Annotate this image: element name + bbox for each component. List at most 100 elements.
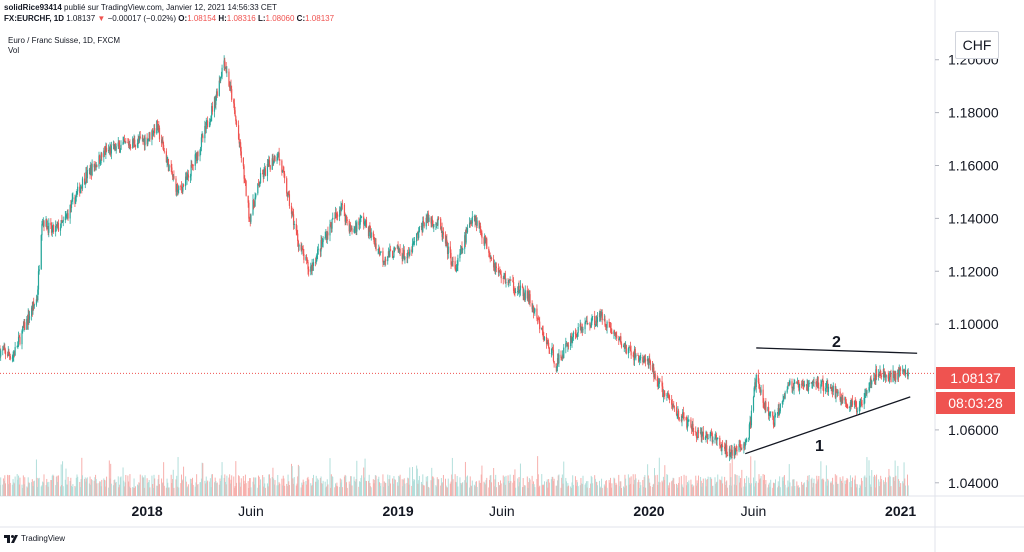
volume-bar — [603, 484, 605, 496]
candle-body — [695, 431, 697, 433]
candle-body — [726, 455, 728, 457]
volume-bar — [590, 475, 592, 496]
volume-bar — [590, 483, 592, 496]
candle-body — [888, 378, 890, 380]
candle-body — [127, 142, 130, 146]
tradingview-footer[interactable]: TradingView — [4, 534, 65, 543]
candle-body — [598, 312, 601, 318]
volume-bar — [850, 487, 852, 496]
candle-body — [321, 242, 324, 245]
volume-bar — [518, 477, 520, 496]
volume-bar — [546, 479, 548, 496]
volume-bar — [700, 480, 702, 496]
candle-body — [807, 383, 809, 391]
volume-bar — [378, 476, 380, 496]
volume-bar — [22, 475, 24, 496]
volume-bar — [438, 479, 440, 496]
volume-bar — [725, 481, 727, 496]
volume-bar — [181, 474, 182, 496]
volume-bar — [907, 474, 908, 496]
candle-body — [531, 302, 533, 310]
candle-body — [31, 307, 33, 317]
volume-bar — [94, 477, 96, 496]
volume-bar — [537, 456, 539, 496]
volume-bar — [447, 478, 449, 496]
candle-body — [432, 224, 434, 227]
candle-body — [339, 209, 341, 217]
volume-bar — [431, 476, 433, 496]
candle-body — [789, 381, 791, 385]
volume-bar — [871, 469, 873, 496]
volume-bar — [903, 462, 905, 496]
volume-bar — [247, 481, 249, 496]
candle-body — [345, 215, 347, 222]
candle-body — [369, 230, 372, 238]
volume-bar — [18, 475, 20, 496]
volume-bar — [325, 487, 327, 496]
candle-body — [142, 137, 144, 141]
candle-body — [71, 198, 73, 202]
candle-body — [62, 219, 64, 222]
volume-bar — [831, 483, 833, 496]
volume-bar — [719, 479, 721, 496]
volume-bar — [129, 474, 131, 496]
candle-body — [132, 138, 134, 148]
volume-bar — [826, 485, 828, 496]
last-price-tag: 1.08137 — [936, 367, 1015, 389]
currency-selector[interactable]: CHF — [955, 31, 999, 59]
volume-bar — [262, 475, 264, 496]
candle-body — [61, 220, 63, 223]
candle-body — [157, 124, 159, 131]
volume-bar — [500, 483, 502, 496]
volume-bar — [29, 483, 31, 496]
volume-bar — [377, 478, 379, 496]
volume-bar — [244, 474, 246, 496]
volume-bar — [767, 487, 769, 496]
candle-body — [431, 219, 434, 225]
candle-body — [782, 399, 784, 402]
candle-body — [98, 155, 100, 167]
volume-bar — [114, 479, 116, 496]
candle-body — [574, 332, 577, 334]
candle-body — [358, 221, 360, 225]
candle-body — [581, 326, 583, 331]
volume-bar — [899, 486, 901, 496]
volume-bar — [460, 482, 462, 496]
volume-bar — [65, 468, 67, 496]
candle-body — [815, 381, 817, 385]
candle-body — [190, 164, 192, 177]
candle-body — [66, 213, 68, 215]
candle-body — [339, 209, 341, 211]
candle-body — [882, 368, 885, 378]
volume-bar — [789, 482, 791, 496]
volume-bar — [82, 475, 83, 496]
volume-bar — [839, 477, 841, 496]
volume-bar — [775, 479, 776, 496]
candle-body — [816, 377, 819, 387]
volume-bar — [11, 484, 13, 496]
candle-body — [734, 447, 736, 455]
volume-bar — [461, 482, 463, 496]
volume-bar — [315, 481, 317, 496]
candle-body — [880, 370, 882, 376]
volume-bar — [570, 487, 572, 496]
candle-body — [714, 437, 716, 440]
volume-bar — [62, 486, 64, 496]
volume-bar — [796, 481, 798, 496]
volume-bar — [354, 481, 356, 496]
volume-bar — [175, 479, 177, 496]
candle-body — [632, 355, 634, 357]
ohlc-header: FX:EURCHF, 1D 1.08137 ▼ −0.00017 (−0.02%… — [4, 14, 334, 23]
candle-body — [123, 139, 125, 143]
volume-bar — [700, 476, 702, 496]
candle-body — [610, 328, 612, 332]
candle-body — [853, 401, 856, 405]
candle-body — [237, 125, 240, 139]
volume-bar — [557, 480, 559, 496]
candle-body — [504, 273, 506, 276]
volume-bar — [890, 486, 892, 496]
volume-bar — [504, 484, 506, 496]
volume-bar — [350, 476, 352, 496]
volume-bar — [874, 474, 875, 496]
